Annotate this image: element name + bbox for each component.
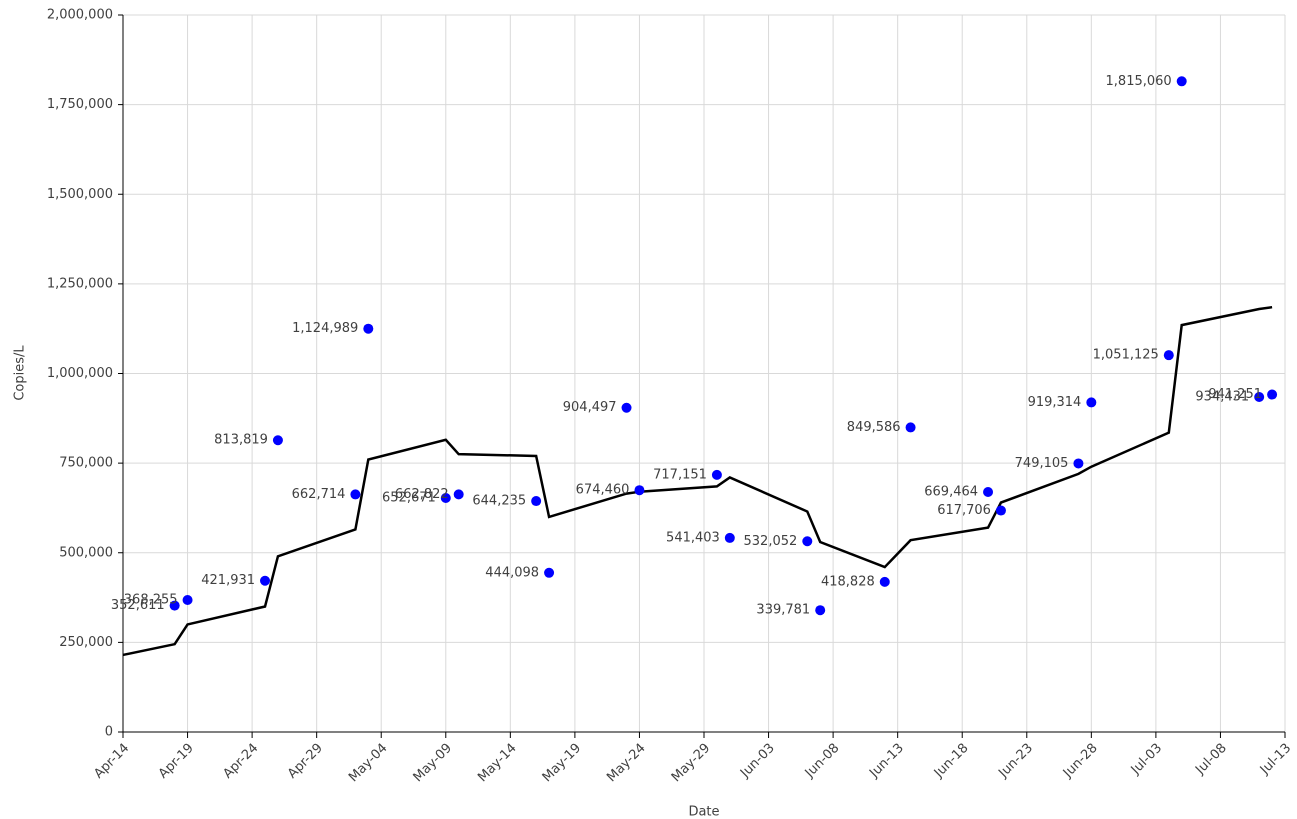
x-tick-label: May-04: [346, 741, 390, 785]
data-point: [169, 600, 180, 611]
data-label: 1,051,125: [1093, 348, 1159, 363]
data-label: 652,671: [382, 491, 436, 506]
x-tick-label: Jun-13: [866, 741, 907, 782]
data-point: [363, 323, 374, 334]
data-point: [531, 496, 542, 507]
data-point: [879, 576, 890, 587]
data-label: 904,497: [563, 400, 617, 415]
data-point: [1073, 458, 1084, 469]
data-point: [621, 402, 632, 413]
data-label: 1,815,060: [1106, 74, 1172, 89]
x-tick-label: May-14: [475, 741, 519, 785]
x-tick-label: May-19: [540, 741, 584, 785]
data-point: [1254, 392, 1265, 403]
data-point: [272, 435, 283, 446]
data-label: 617,706: [937, 503, 991, 518]
data-point: [1163, 350, 1174, 361]
y-tick-label: 750,000: [59, 456, 113, 471]
data-label: 444,098: [485, 565, 539, 580]
x-tick-label: Jun-03: [737, 741, 778, 782]
x-tick-label: Jun-18: [931, 741, 972, 782]
data-label: 749,105: [1015, 456, 1069, 471]
data-label: 541,403: [666, 530, 720, 545]
data-point: [182, 594, 193, 605]
data-point: [1086, 397, 1097, 408]
data-point: [802, 536, 813, 547]
data-point: [453, 489, 464, 500]
x-tick-label: Jun-28: [1060, 741, 1101, 782]
x-tick-label: Jul-13: [1257, 741, 1294, 778]
data-label: 934,431: [1195, 390, 1249, 405]
data-label: 1,124,989: [292, 321, 358, 336]
data-label: 339,781: [756, 603, 810, 618]
data-label: 674,460: [576, 483, 630, 498]
data-label: 368,255: [124, 592, 178, 607]
data-label: 919,314: [1028, 395, 1082, 410]
data-label: 717,151: [653, 467, 707, 482]
y-tick-label: 250,000: [59, 635, 113, 650]
x-tick-label: May-24: [604, 741, 648, 785]
data-label: 352,611: [111, 598, 165, 613]
data-point: [724, 532, 735, 543]
data-point: [440, 493, 451, 504]
x-tick-label: Jun-23: [995, 741, 1036, 782]
data-label: 669,464: [924, 484, 978, 499]
data-point: [350, 489, 361, 500]
x-tick-label: Jul-08: [1192, 741, 1229, 778]
data-point: [711, 469, 722, 480]
x-tick-label: Apr-14: [91, 741, 132, 782]
y-axis-label: Copies/L: [13, 345, 28, 401]
data-label: 421,931: [201, 573, 255, 588]
y-tick-label: 2,000,000: [47, 8, 113, 23]
data-label: 941,251: [1208, 387, 1262, 402]
data-label: 532,052: [744, 534, 798, 549]
data-point: [260, 575, 271, 586]
data-point: [995, 505, 1006, 516]
x-tick-label: Jun-08: [802, 741, 843, 782]
data-point: [905, 422, 916, 433]
data-label: 418,828: [821, 574, 875, 589]
data-label: 662,822: [395, 487, 449, 502]
x-tick-label: Apr-29: [285, 741, 326, 782]
data-label: 662,714: [292, 487, 346, 502]
y-tick-label: 500,000: [59, 545, 113, 560]
trend-line: [122, 305, 1273, 657]
y-tick-label: 1,500,000: [47, 187, 113, 202]
y-tick-label: 0: [105, 725, 113, 740]
data-point: [1267, 389, 1278, 400]
data-point: [1176, 76, 1187, 87]
x-tick-label: May-09: [411, 741, 455, 785]
data-point: [983, 486, 994, 497]
data-label: 644,235: [472, 494, 526, 509]
data-point: [815, 605, 826, 616]
x-tick-label: Apr-24: [220, 741, 261, 782]
y-tick-label: 1,750,000: [47, 97, 113, 112]
x-tick-label: Jul-03: [1128, 741, 1165, 778]
data-label: 813,819: [214, 433, 268, 448]
x-tick-label: Apr-19: [156, 741, 197, 782]
y-tick-label: 1,250,000: [47, 276, 113, 291]
data-point: [634, 485, 645, 496]
data-point: [544, 567, 555, 578]
x-tick-label: May-29: [669, 741, 713, 785]
y-tick-label: 1,000,000: [47, 366, 113, 381]
x-axis-label: Date: [688, 805, 719, 819]
data-label: 849,586: [847, 420, 901, 435]
